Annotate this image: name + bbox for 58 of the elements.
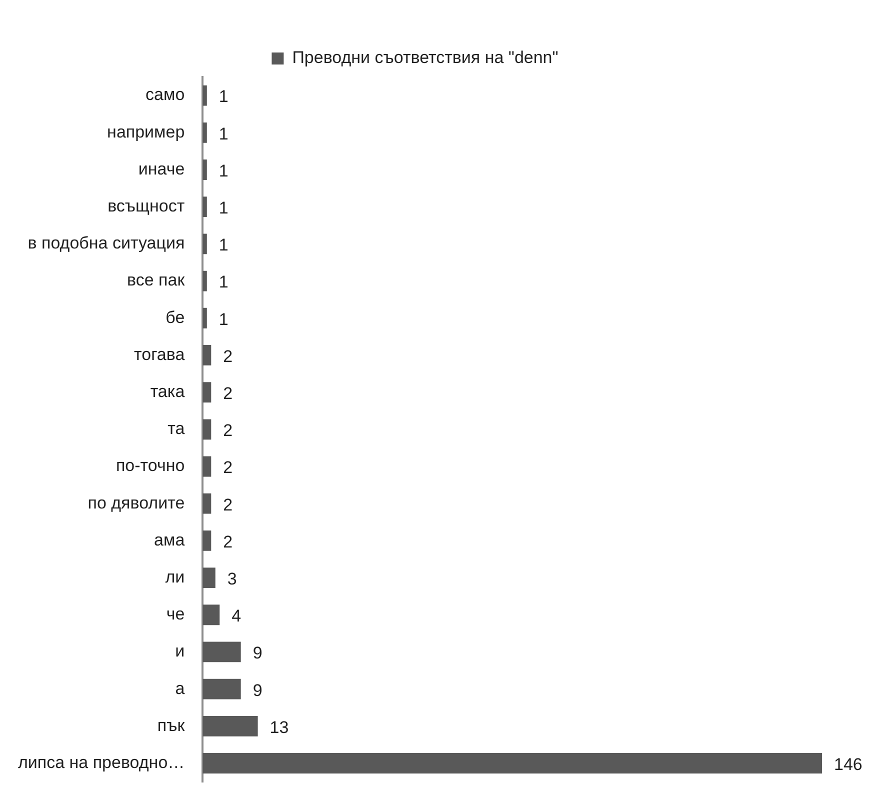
data-label: 1 — [218, 87, 228, 106]
y-tick-label: всъщност — [108, 196, 185, 216]
bar — [202, 122, 207, 143]
y-tick-label: само — [146, 85, 185, 104]
data-label: 1 — [218, 272, 228, 292]
data-label: 2 — [223, 532, 233, 552]
data-label: 1 — [218, 198, 228, 218]
y-tick-label: ли — [165, 567, 185, 586]
y-tick-label: по-точно — [116, 456, 185, 476]
data-label: 1 — [218, 236, 228, 255]
data-label: 2 — [223, 346, 233, 366]
data-label: 3 — [227, 569, 237, 588]
bar — [202, 270, 207, 292]
y-tick-label: ама — [154, 530, 186, 550]
data-label: 1 — [218, 124, 228, 144]
data-label: 4 — [232, 606, 242, 626]
bar — [202, 642, 241, 662]
data-label: 13 — [270, 718, 289, 737]
bar — [202, 493, 212, 514]
y-tick-label: например — [107, 122, 185, 142]
bar — [202, 345, 212, 366]
y-tick-label: така — [150, 382, 186, 401]
y-tick-label: че — [166, 604, 185, 624]
bar — [202, 382, 212, 403]
data-label: 146 — [834, 754, 862, 774]
y-tick-label: пък — [157, 716, 186, 735]
y-tick-label: тогава — [134, 344, 186, 364]
bar — [202, 419, 212, 440]
data-label: 9 — [252, 680, 262, 700]
y-tick-label: в подобна ситуация — [28, 234, 185, 253]
data-label: 2 — [223, 384, 233, 403]
bar — [202, 234, 207, 254]
bar — [202, 456, 212, 477]
y-tick-label: а — [175, 678, 186, 698]
legend-label: Преводни съответствия на "denn" — [292, 48, 558, 68]
y-tick-label: все пак — [127, 270, 186, 290]
bar — [202, 716, 258, 736]
bar — [202, 85, 207, 106]
bar — [202, 530, 212, 551]
data-label: 9 — [252, 644, 262, 663]
data-label: 2 — [223, 421, 233, 440]
y-tick-label: бе — [166, 308, 185, 327]
bar — [202, 308, 207, 328]
y-tick-label: по дяволите — [88, 493, 185, 512]
data-label: 2 — [223, 495, 233, 514]
data-label: 2 — [223, 458, 233, 478]
y-tick-label: иначе — [138, 159, 185, 178]
y-tick-label: та — [168, 419, 186, 438]
y-tick-label: липса на преводно… — [18, 752, 185, 772]
bar — [202, 604, 220, 626]
bar — [202, 753, 822, 774]
bar — [202, 160, 207, 180]
y-tick-label: и — [175, 642, 185, 661]
data-label: 1 — [218, 161, 228, 180]
data-label: 1 — [218, 310, 228, 329]
bar — [202, 568, 216, 588]
bar — [202, 678, 241, 700]
bar — [202, 196, 207, 218]
